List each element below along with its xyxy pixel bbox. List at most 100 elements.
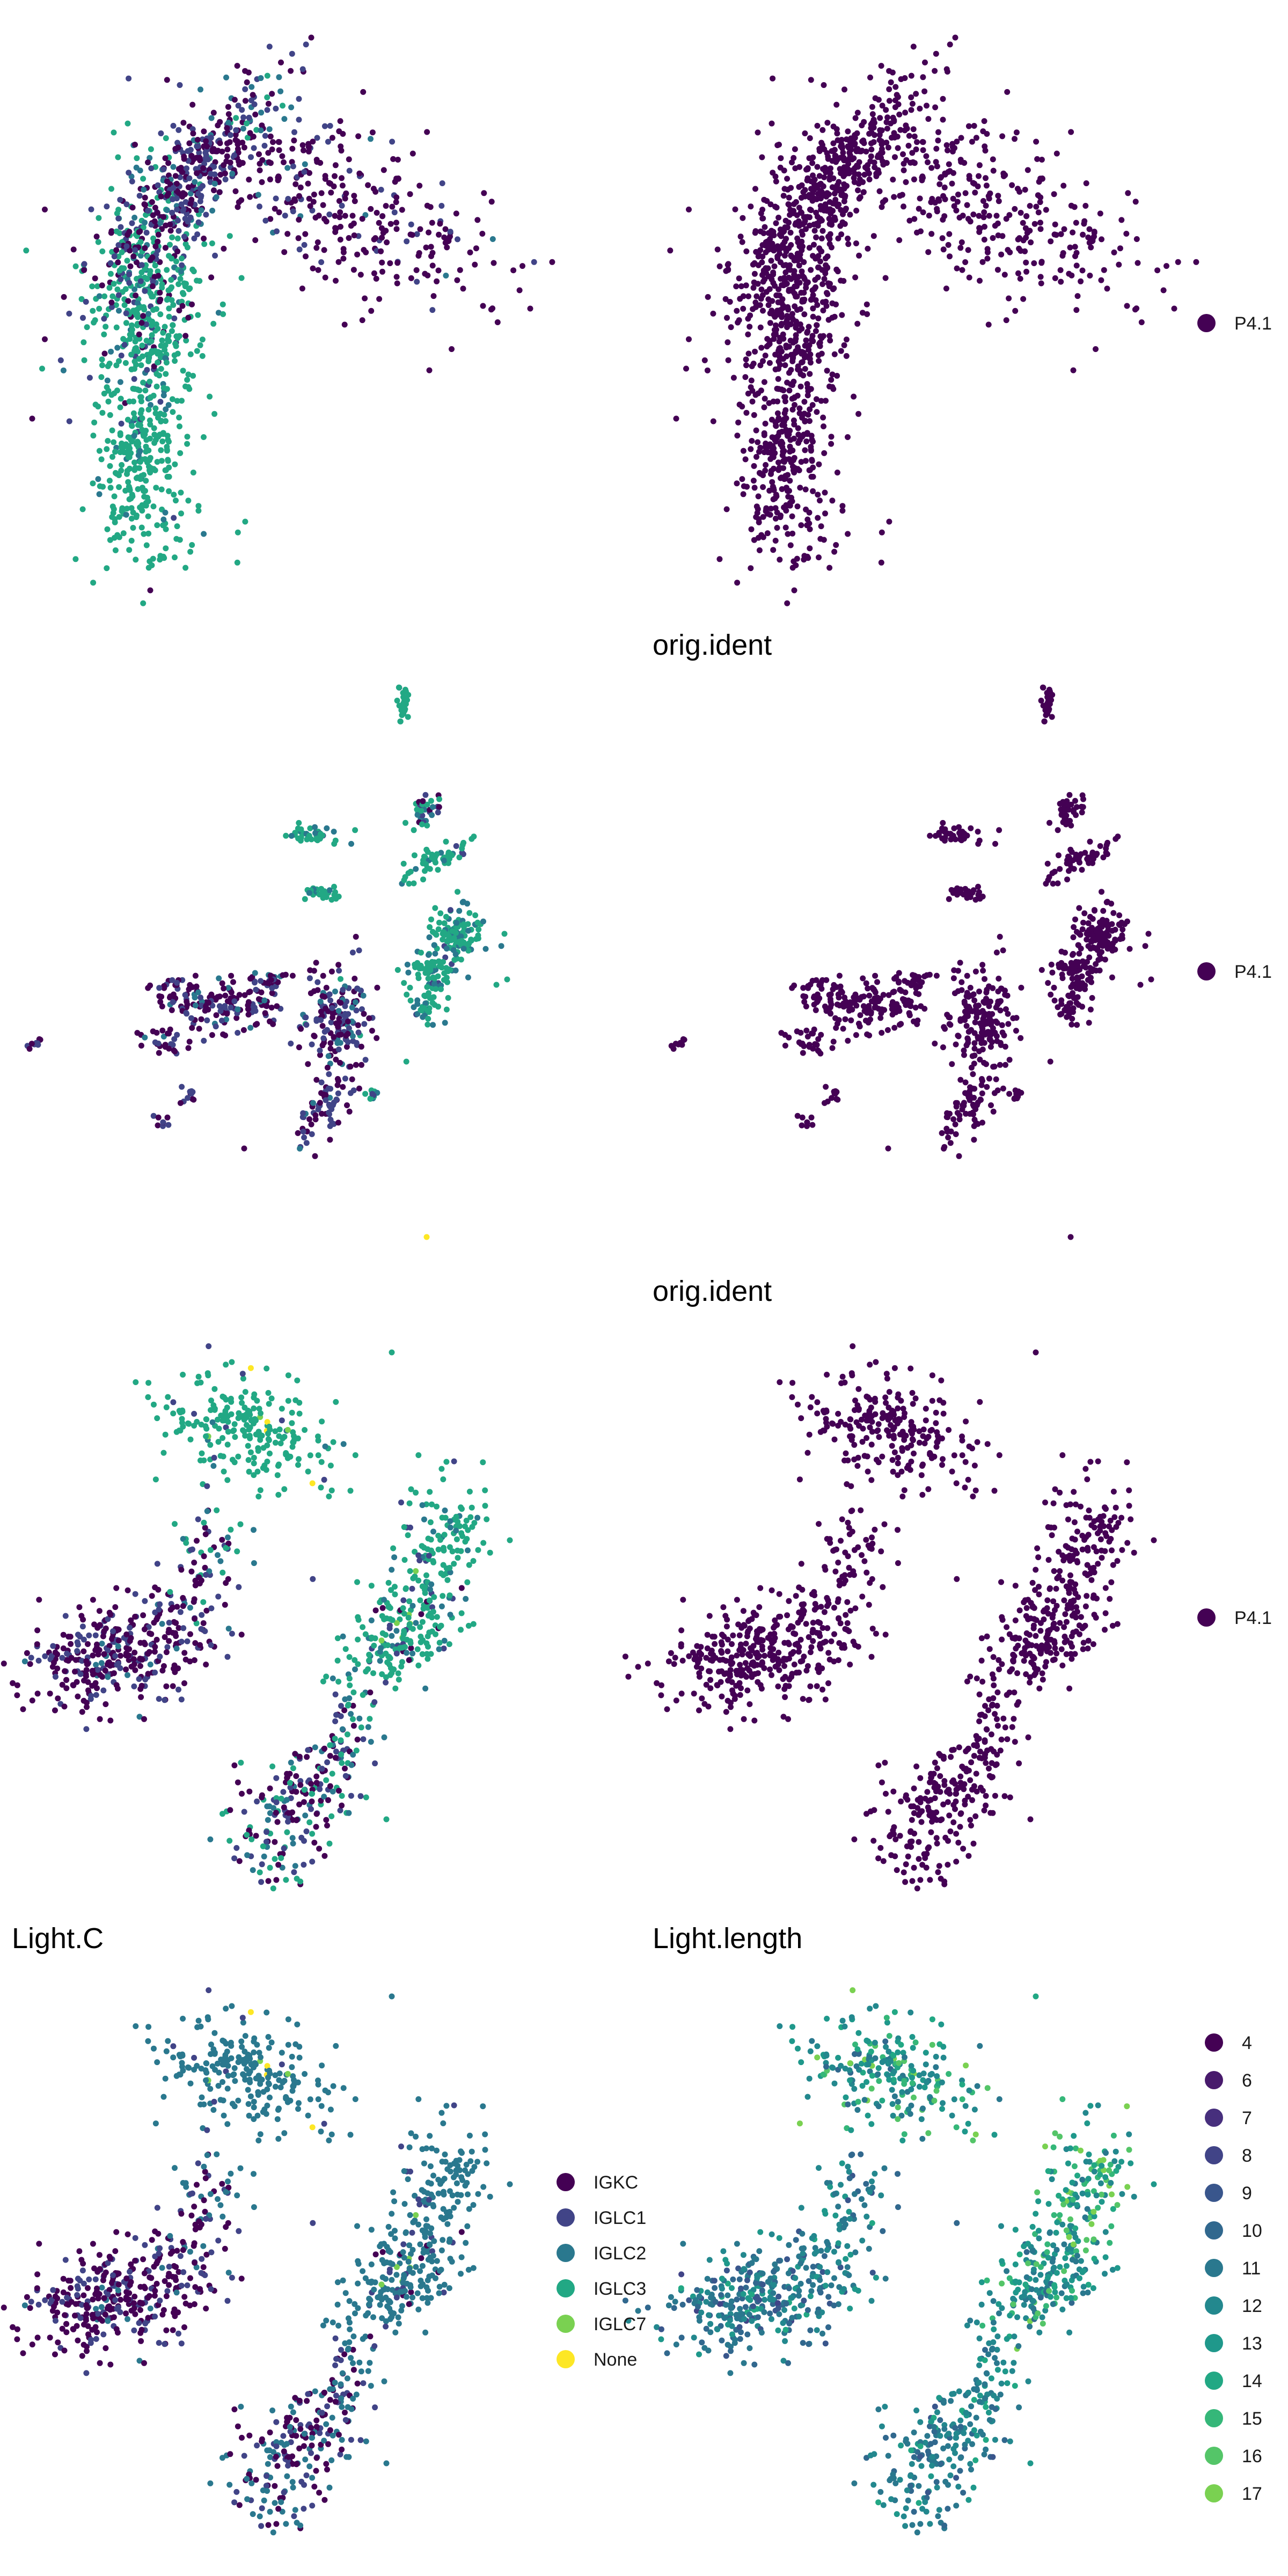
scatter-point-row1-right bbox=[813, 234, 819, 240]
scatter-point-row2-left bbox=[197, 994, 204, 1001]
scatter-point-row1-right bbox=[804, 522, 810, 529]
scatter-point-row2-left bbox=[288, 1041, 294, 1046]
scatter-point-row3-left bbox=[103, 1701, 109, 1707]
scatter-point-row1-right bbox=[836, 179, 842, 185]
scatter-point-row1-right bbox=[841, 198, 847, 204]
scatter-point-row1-right bbox=[984, 255, 991, 262]
scatter-point-row1-left bbox=[297, 184, 304, 191]
scatter-point-row2-left bbox=[356, 1085, 362, 1092]
scatter-point-row2-right bbox=[840, 1026, 846, 1032]
scatter-point-row1-left bbox=[296, 96, 302, 102]
scatter-point-row1-left bbox=[195, 312, 201, 318]
scatter-point-row2-right bbox=[863, 980, 869, 986]
scatter-point-row1-left bbox=[180, 368, 186, 374]
scatter-point-row1-right bbox=[935, 196, 942, 202]
scatter-point-row1-right bbox=[877, 115, 883, 121]
scatter-point-row3-left bbox=[289, 1444, 296, 1450]
scatter-point-row1-left bbox=[438, 203, 445, 209]
scatter-point-row1-right bbox=[791, 257, 797, 263]
scatter-point-row2-right bbox=[1137, 982, 1144, 988]
scatter-point-row2-right bbox=[1074, 1022, 1080, 1028]
scatter-point-row1-left bbox=[162, 324, 168, 330]
scatter-point-row2-right bbox=[1046, 819, 1052, 826]
scatter-point-row1-left bbox=[186, 140, 193, 147]
scatter-point-row1-left bbox=[264, 107, 270, 113]
scatter-point-row1-left bbox=[101, 350, 108, 357]
scatter-point-row1-left bbox=[437, 221, 443, 227]
scatter-point-row2-right bbox=[1004, 992, 1011, 999]
scatter-point-row2-right bbox=[1040, 684, 1046, 691]
scatter-point-row1-right bbox=[955, 192, 961, 197]
scatter-point-row1-right bbox=[760, 308, 766, 314]
scatter-point-row1-right bbox=[1052, 275, 1058, 281]
scatter-point-row2-left bbox=[192, 994, 198, 1001]
scatter-point-row2-right bbox=[828, 999, 834, 1005]
scatter-point-row2-left bbox=[34, 1040, 41, 1046]
scatter-point-row1-left bbox=[147, 421, 153, 428]
scatter-point-row1-left bbox=[192, 179, 198, 185]
scatter-point-row1-right bbox=[1171, 305, 1177, 312]
scatter-point-row1-right bbox=[1093, 346, 1099, 352]
scatter-point-row1-left bbox=[136, 193, 143, 199]
scatter-point-row1-right bbox=[888, 79, 894, 85]
scatter-point-row1-right bbox=[807, 467, 813, 473]
scatter-point-row2-left bbox=[298, 835, 304, 841]
scatter-point-row1-right bbox=[728, 324, 734, 331]
scatter-point-row2-left bbox=[222, 1032, 229, 1038]
scatter-point-row1-left bbox=[165, 191, 172, 197]
scatter-point-row2-left bbox=[308, 1121, 314, 1128]
scatter-point-row3-left bbox=[245, 1443, 251, 1449]
scatter-point-row2-left bbox=[228, 989, 235, 996]
scatter-point-row3-left bbox=[34, 1627, 41, 1634]
scatter-point-row1-right bbox=[764, 336, 771, 342]
scatter-point-row1-left bbox=[186, 175, 193, 181]
scatter-point-row1-left bbox=[150, 279, 156, 285]
scatter-point-row2-left bbox=[193, 983, 200, 990]
scatter-point-row1-left bbox=[141, 186, 147, 193]
scatter-point-row1-left bbox=[245, 69, 252, 76]
scatter-point-row1-left bbox=[66, 310, 72, 317]
scatter-point-row2-left bbox=[165, 1030, 171, 1037]
scatter-point-row2-right bbox=[857, 1012, 863, 1019]
scatter-point-row1-left bbox=[80, 339, 87, 346]
scatter-point-row1-right bbox=[829, 314, 836, 321]
scatter-point-row1-right bbox=[794, 283, 800, 289]
scatter-point-row2-left bbox=[314, 979, 321, 985]
scatter-point-row1-left bbox=[224, 125, 230, 131]
scatter-point-row2-right bbox=[965, 993, 972, 1000]
scatter-point-row1-left bbox=[115, 154, 121, 160]
scatter-point-row3-left bbox=[241, 1404, 248, 1411]
scatter-point-row1-left bbox=[113, 228, 120, 235]
scatter-point-row1-left bbox=[251, 101, 258, 107]
scatter-point-row2-left bbox=[429, 804, 436, 810]
scatter-point-row2-left bbox=[335, 962, 342, 968]
scatter-point-row2-left bbox=[26, 1045, 33, 1052]
scatter-point-row1-left bbox=[349, 213, 356, 219]
scatter-point-row1-right bbox=[745, 316, 751, 322]
scatter-point-row1-left bbox=[108, 299, 115, 306]
scatter-point-row1-right bbox=[784, 175, 791, 182]
scatter-point-row1-left bbox=[248, 97, 254, 104]
scatter-point-row1-left bbox=[194, 231, 201, 238]
scatter-point-row1-left bbox=[213, 194, 219, 200]
scatter-point-row1-right bbox=[770, 280, 777, 286]
scatter-point-row1-left bbox=[160, 553, 166, 560]
scatter-point-row3-left bbox=[326, 1493, 332, 1499]
scatter-point-row1-right bbox=[980, 128, 986, 135]
scatter-point-row1-right bbox=[751, 463, 757, 469]
scatter-point-row1-left bbox=[163, 418, 169, 424]
scatter-point-row2-right bbox=[874, 979, 880, 985]
scatter-point-row2-right bbox=[997, 1062, 1003, 1068]
scatter-point-row1-right bbox=[748, 203, 754, 210]
scatter-point-row1-left bbox=[109, 453, 115, 460]
scatter-point-row2-right bbox=[969, 1053, 976, 1059]
scatter-point-row1-right bbox=[918, 228, 924, 235]
scatter-point-row2-right bbox=[947, 1140, 954, 1146]
scatter-point-row2-right bbox=[1079, 867, 1085, 873]
scatter-point-row1-left bbox=[460, 286, 466, 292]
scatter-point-row2-left bbox=[159, 1003, 165, 1009]
scatter-point-row2-right bbox=[1142, 943, 1148, 949]
scatter-point-row1-right bbox=[986, 195, 992, 202]
scatter-point-row1-left bbox=[184, 441, 191, 447]
scatter-point-row1-right bbox=[776, 346, 782, 352]
